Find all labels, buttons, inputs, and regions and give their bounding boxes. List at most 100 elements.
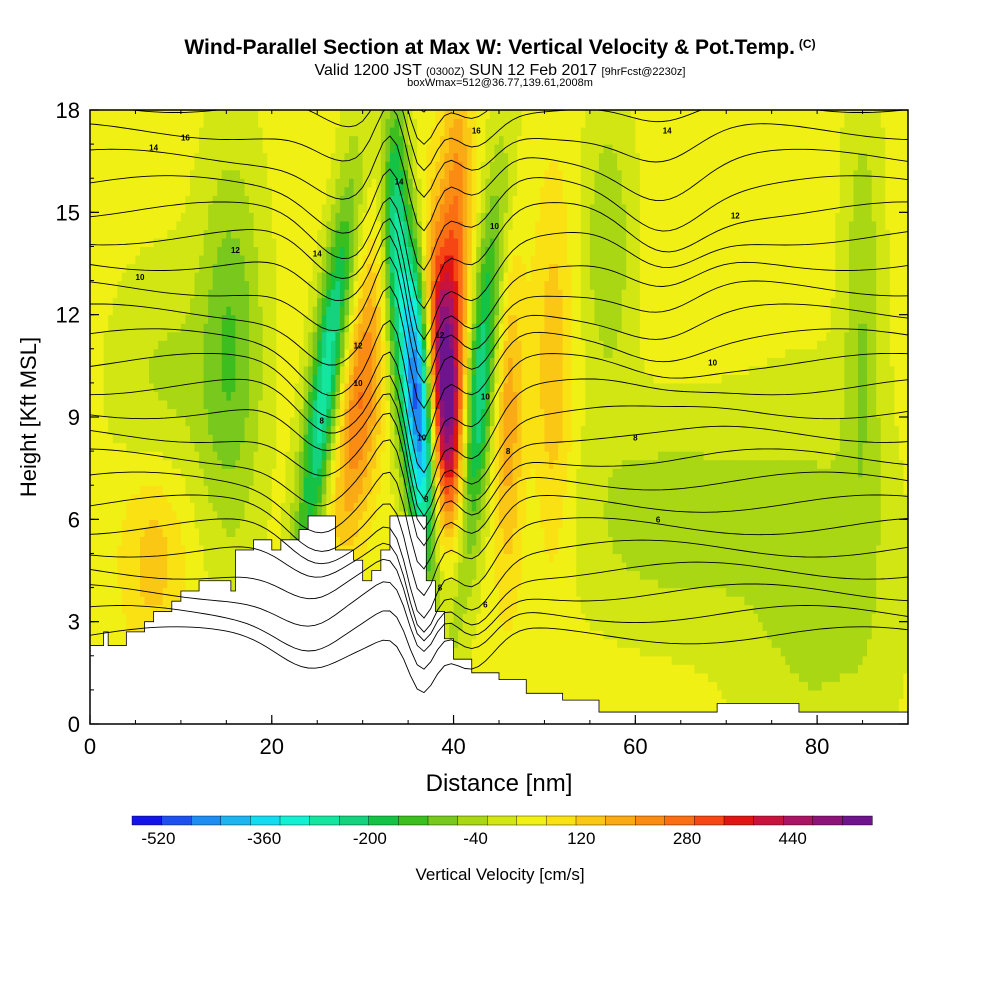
velocity-cell bbox=[194, 536, 200, 546]
velocity-cell bbox=[189, 169, 196, 179]
velocity-cell bbox=[103, 297, 109, 307]
velocity-cell bbox=[108, 297, 114, 307]
velocity-cell bbox=[362, 331, 368, 341]
velocity-cell bbox=[199, 399, 205, 410]
velocity-cell bbox=[294, 110, 300, 120]
velocity-cell bbox=[199, 195, 205, 205]
velocity-cell bbox=[126, 374, 132, 384]
velocity-cell bbox=[139, 161, 146, 171]
velocity-cell bbox=[153, 289, 159, 299]
velocity-cell bbox=[108, 229, 114, 239]
velocity-cell bbox=[108, 553, 114, 563]
velocity-cell bbox=[221, 263, 227, 273]
velocity-cell bbox=[335, 434, 341, 444]
velocity-cell bbox=[94, 596, 100, 606]
velocity-cell bbox=[121, 220, 127, 230]
velocity-cell bbox=[208, 417, 214, 427]
velocity-cell bbox=[271, 161, 277, 171]
velocity-cell bbox=[303, 331, 309, 341]
velocity-cell bbox=[167, 263, 173, 273]
velocity-cell bbox=[389, 493, 396, 503]
velocity-cell bbox=[139, 553, 146, 563]
velocity-cell bbox=[285, 289, 291, 299]
velocity-cell bbox=[249, 434, 255, 444]
velocity-cell bbox=[117, 161, 123, 171]
velocity-cell bbox=[376, 434, 382, 444]
velocity-cell bbox=[99, 297, 105, 307]
velocity-cell bbox=[203, 212, 209, 222]
velocity-cell bbox=[389, 280, 396, 290]
velocity-cell bbox=[276, 399, 282, 410]
velocity-cell bbox=[144, 340, 150, 350]
velocity-cell bbox=[167, 587, 173, 597]
velocity-cell bbox=[153, 579, 159, 589]
velocity-cell bbox=[108, 451, 114, 461]
velocity-cell bbox=[239, 203, 246, 213]
velocity-cell bbox=[244, 272, 250, 282]
velocity-cell bbox=[121, 451, 127, 461]
velocity-cell bbox=[303, 110, 309, 120]
velocity-cell bbox=[362, 451, 368, 461]
velocity-cell bbox=[90, 118, 96, 128]
velocity-cell bbox=[253, 485, 259, 495]
velocity-cell bbox=[330, 135, 336, 145]
velocity-cell bbox=[312, 229, 318, 239]
velocity-cell bbox=[221, 323, 227, 333]
velocity-cell bbox=[103, 417, 109, 427]
velocity-cell bbox=[294, 519, 300, 529]
velocity-cell bbox=[94, 254, 100, 265]
velocity-cell bbox=[117, 365, 123, 375]
velocity-cell bbox=[289, 152, 296, 162]
velocity-cell bbox=[312, 323, 318, 333]
velocity-cell bbox=[253, 331, 259, 341]
velocity-cell bbox=[194, 382, 200, 393]
velocity-cell bbox=[285, 527, 291, 537]
velocity-cell bbox=[271, 468, 277, 478]
velocity-cell bbox=[121, 212, 127, 222]
velocity-cell bbox=[167, 596, 173, 606]
velocity-cell bbox=[217, 425, 223, 435]
velocity-cell bbox=[90, 604, 96, 614]
velocity-cell bbox=[176, 357, 182, 367]
velocity-cell bbox=[130, 357, 137, 367]
velocity-cell bbox=[139, 348, 146, 358]
velocity-cell bbox=[280, 425, 287, 435]
velocity-cell bbox=[285, 442, 291, 452]
velocity-cell bbox=[262, 220, 268, 230]
velocity-cell bbox=[385, 289, 391, 299]
velocity-cell bbox=[217, 519, 223, 529]
velocity-cell bbox=[317, 314, 323, 324]
velocity-cell bbox=[258, 110, 264, 120]
velocity-cell bbox=[203, 289, 209, 299]
velocity-cell bbox=[371, 203, 377, 213]
velocity-cell bbox=[167, 127, 173, 137]
velocity-cell bbox=[380, 382, 386, 393]
velocity-cell bbox=[117, 254, 123, 265]
velocity-cell bbox=[321, 297, 327, 307]
velocity-cell bbox=[353, 374, 359, 384]
velocity-cell bbox=[171, 331, 177, 341]
velocity-cell bbox=[253, 502, 259, 512]
velocity-cell bbox=[135, 544, 141, 555]
velocity-cell bbox=[221, 178, 227, 188]
velocity-cell bbox=[112, 570, 118, 580]
velocity-cell bbox=[112, 212, 118, 222]
velocity-cell bbox=[180, 510, 187, 520]
velocity-cell bbox=[362, 263, 368, 273]
velocity-cell bbox=[230, 110, 237, 120]
velocity-cell bbox=[176, 382, 182, 393]
velocity-cell bbox=[353, 536, 359, 546]
velocity-cell bbox=[344, 323, 350, 333]
velocity-cell bbox=[103, 493, 109, 503]
velocity-cell bbox=[94, 442, 100, 452]
velocity-cell bbox=[121, 195, 127, 205]
velocity-cell bbox=[312, 152, 318, 162]
velocity-cell bbox=[171, 212, 177, 222]
velocity-cell bbox=[153, 553, 159, 563]
velocity-cell bbox=[312, 263, 318, 273]
velocity-cell bbox=[180, 417, 187, 427]
velocity-cell bbox=[189, 425, 196, 435]
velocity-cell bbox=[362, 118, 368, 128]
velocity-cell bbox=[244, 425, 250, 435]
velocity-cell bbox=[303, 468, 309, 478]
